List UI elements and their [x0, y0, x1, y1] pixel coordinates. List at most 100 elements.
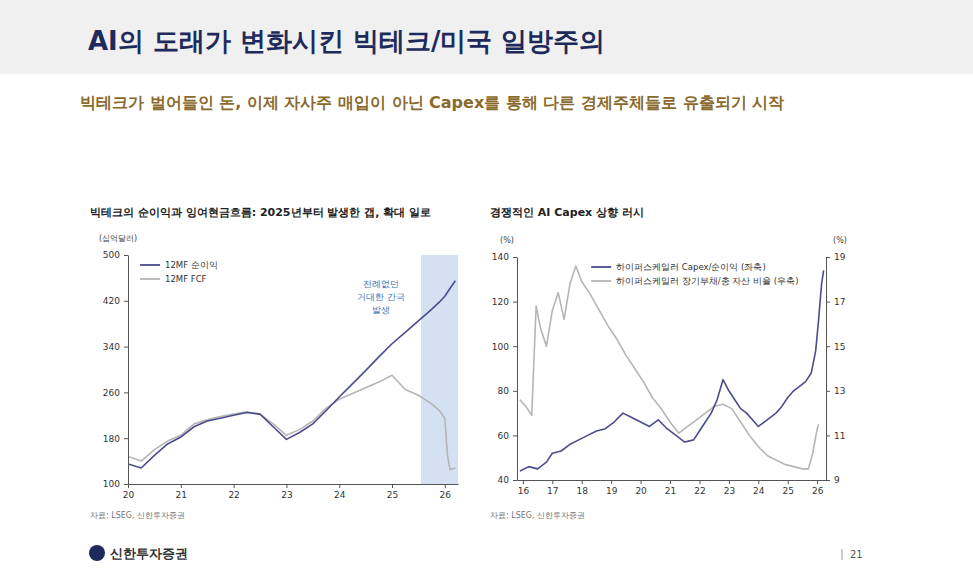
tick-mark: [826, 391, 830, 392]
slide: AI의 도래가 변화시킨 빅테크/미국 일방주의빅테크가 벌어들인 돈, 이제 …: [0, 0, 973, 577]
brand-logo: [89, 545, 105, 561]
legend-swatch: [591, 266, 611, 268]
slide-title: AI의 도래가 변화시킨 빅테크/미국 일방주의: [88, 26, 606, 56]
tick-mark: [788, 480, 789, 484]
tick: 21: [176, 484, 187, 500]
plot-area: [520, 266, 824, 471]
tick-mark: [817, 480, 818, 484]
tick-mark: [234, 484, 235, 488]
tick-mark: [128, 484, 129, 488]
annotation-line: 전례없던: [363, 279, 399, 289]
tick-label: 15: [834, 342, 845, 352]
tick: 9: [826, 475, 840, 485]
tick-label: 22: [694, 486, 705, 496]
tick: 18: [577, 480, 589, 496]
y-axis: 100 180 260 340 420 500: [103, 250, 129, 489]
tick: 23: [281, 484, 292, 500]
tick-mark: [513, 391, 517, 392]
axis-line: [826, 258, 827, 481]
tick: 26: [440, 484, 452, 500]
tick: 22: [694, 480, 705, 496]
tick: 40: [498, 475, 517, 485]
tick-label: 21: [665, 486, 676, 496]
tick-mark: [670, 480, 671, 484]
tick-label: 340: [103, 342, 120, 352]
legend: 12MF 순이익12MF FCF: [140, 260, 218, 284]
tick-mark: [729, 480, 730, 484]
tick-mark: [392, 484, 393, 488]
tick-mark: [445, 484, 446, 488]
tick-mark: [826, 257, 830, 258]
tick-label: 17: [834, 297, 845, 307]
tick-mark: [181, 484, 182, 488]
y-axis-title: (십억달러): [99, 234, 137, 243]
tick-label: 260: [103, 388, 120, 398]
y2-axis-title: (%): [833, 236, 847, 245]
tick-label: 23: [724, 486, 735, 496]
annotation-line: 거대한 간극: [357, 292, 405, 302]
tick: 16: [518, 480, 530, 496]
tick-label: 40: [498, 475, 510, 485]
tick: 120: [492, 297, 517, 307]
chart-title: 빅테크의 순이익과 잉여현금흐름: 2025년부터 발생한 갭, 확대 일로: [90, 206, 431, 219]
series-line: [128, 281, 455, 468]
axis-line: [128, 256, 129, 485]
tick: 100: [103, 479, 128, 489]
tick: 26: [812, 480, 824, 496]
legend-swatch: [591, 280, 611, 282]
chart-panel: 경쟁적인 AI Capex 상향 러시(%)(%)161718192021222…: [490, 206, 847, 520]
tick-label: 22: [228, 490, 239, 500]
tick-mark: [826, 480, 830, 481]
tick-mark: [641, 480, 642, 484]
tick-mark: [826, 435, 830, 436]
annotation: 전례없던거대한 간극발생: [357, 279, 405, 315]
tick-label: 20: [635, 486, 647, 496]
tick-mark: [699, 480, 700, 484]
tick: 24: [753, 480, 765, 496]
tick: 19: [826, 252, 846, 262]
tick: 420: [103, 296, 128, 306]
legend-entry: 하이퍼스케일러 Capex/순이익 (좌축): [591, 262, 766, 272]
tick: 23: [724, 480, 735, 496]
tick-mark: [513, 302, 517, 303]
page-separator: [842, 549, 843, 560]
chart-panel: 빅테크의 순이익과 잉여현금흐름: 2025년부터 발생한 갭, 확대 일로 (십…: [90, 206, 459, 520]
tick: 17: [547, 480, 558, 496]
tick-label: 20: [123, 490, 135, 500]
tick: 80: [498, 386, 517, 396]
tick-label: 24: [334, 490, 346, 500]
series-line: [520, 266, 819, 469]
tick: 180: [103, 434, 128, 444]
series-line: [520, 270, 824, 471]
tick: 15: [826, 342, 845, 352]
tick: 22: [228, 484, 239, 500]
tick-mark: [513, 435, 517, 436]
tick-label: 25: [387, 490, 398, 500]
tick-mark: [552, 480, 553, 484]
tick-label: 26: [440, 490, 452, 500]
tick: 25: [387, 484, 398, 500]
tick-label: 420: [103, 296, 120, 306]
tick-label: 140: [492, 252, 509, 262]
tick-mark: [124, 438, 128, 439]
tick-label: 60: [498, 431, 510, 441]
tick-label: 100: [492, 342, 509, 352]
y2-axis: 91113151719: [826, 252, 846, 485]
tick: 21: [665, 480, 676, 496]
tick-label: 11: [834, 431, 845, 441]
tick-label: 21: [176, 490, 187, 500]
tick: 11: [826, 431, 845, 441]
tick: 17: [826, 297, 845, 307]
tick-label: 25: [783, 486, 794, 496]
tick: 100: [492, 342, 517, 352]
tick-mark: [611, 480, 612, 484]
legend-swatch: [140, 278, 160, 280]
tick-mark: [758, 480, 759, 484]
series-line: [128, 375, 455, 469]
tick-mark: [513, 480, 517, 481]
axis-line: [518, 480, 827, 481]
tick: 19: [606, 480, 618, 496]
tick-label: 80: [498, 386, 510, 396]
plot-area: [128, 255, 458, 484]
tick-label: 500: [103, 250, 120, 260]
